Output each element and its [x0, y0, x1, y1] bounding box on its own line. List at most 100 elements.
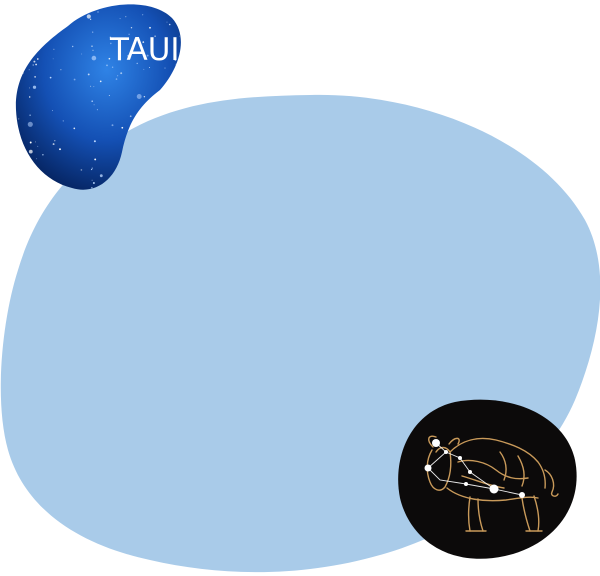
star-dot	[69, 6, 72, 9]
dark-disc	[398, 399, 577, 559]
star-dot	[94, 158, 97, 161]
star-dot	[27, 14, 29, 16]
star-dot	[26, 170, 29, 172]
star-dot	[86, 14, 91, 19]
star-dot	[37, 145, 39, 147]
star-dot	[27, 5, 29, 7]
star-dot	[92, 182, 95, 184]
star-dot	[29, 87, 31, 89]
star-dot	[129, 115, 132, 118]
star-dot	[99, 174, 103, 178]
star-dot	[142, 14, 144, 16]
constellation-lines	[427, 442, 523, 496]
star-dot	[91, 100, 93, 102]
star-dot	[34, 76, 36, 78]
star-dot	[14, 95, 15, 96]
star-dot	[93, 140, 96, 143]
star-dot	[92, 31, 94, 33]
star-dot	[73, 127, 76, 130]
star-dot	[41, 2, 43, 4]
star-dot	[22, 50, 25, 53]
star-dot	[32, 85, 37, 89]
star-dot	[59, 148, 61, 151]
star-dot	[52, 58, 54, 60]
star-dot	[29, 141, 32, 144]
star-dot	[26, 178, 29, 181]
star-dot	[71, 21, 73, 23]
star-dot	[119, 18, 121, 20]
star-dot	[91, 179, 93, 181]
star-dot	[176, 100, 178, 102]
star-dot	[60, 69, 62, 71]
star-dot	[166, 21, 168, 23]
star-dot	[110, 42, 112, 45]
star-dot	[136, 62, 138, 65]
star-dot	[127, 54, 130, 57]
constellation-stars	[424, 439, 525, 498]
star-dot	[149, 26, 151, 29]
star-dot	[109, 36, 111, 38]
star-dot	[96, 109, 98, 111]
star-dot	[165, 52, 167, 54]
star-dot	[93, 86, 95, 88]
star-dot	[87, 73, 90, 76]
star-dot	[164, 67, 166, 69]
star-dot	[42, 154, 44, 156]
star-dot	[91, 45, 93, 47]
star-dot	[120, 72, 123, 75]
star-dot	[28, 69, 30, 71]
star-dot	[30, 169, 32, 171]
star-dot	[55, 29, 58, 32]
star-dot	[54, 33, 56, 35]
star-dot	[17, 41, 20, 44]
star-dot	[125, 16, 127, 18]
star-dot	[73, 78, 76, 81]
star-dot	[168, 23, 171, 26]
star-dot	[108, 95, 110, 97]
star-dot	[54, 140, 56, 142]
star-dot	[179, 35, 181, 37]
star-dot	[18, 118, 20, 120]
star-dot	[91, 187, 93, 189]
star-dot	[32, 64, 34, 66]
star-dot	[99, 80, 102, 83]
star-dot	[33, 60, 36, 63]
star-dot	[29, 114, 31, 116]
star-dot	[93, 104, 95, 106]
star-dot	[178, 17, 180, 19]
star-dot	[35, 141, 37, 143]
star-dot	[15, 146, 17, 149]
star-dot	[53, 48, 55, 50]
star-dot	[52, 143, 55, 146]
star-dot	[136, 94, 142, 99]
star-dot	[28, 149, 33, 154]
star-dot	[36, 58, 39, 60]
star-dot	[106, 64, 108, 67]
star-dot	[91, 167, 94, 169]
star-dot	[30, 178, 33, 180]
star-dot	[89, 18, 92, 20]
star-dot	[15, 70, 16, 71]
star-dot	[49, 76, 52, 79]
star-dot	[28, 96, 31, 98]
star-dot	[28, 59, 30, 62]
star-dot	[62, 120, 64, 122]
star-dot	[36, 158, 38, 160]
star-dot	[128, 33, 130, 36]
star-dot	[91, 55, 97, 61]
star-dot	[117, 75, 119, 77]
star-dot	[168, 103, 170, 105]
star-dot	[72, 45, 74, 48]
star-dot	[111, 124, 114, 127]
star-dot	[80, 169, 83, 171]
star-dot	[81, 53, 83, 55]
taurus-constellation-icon	[398, 399, 577, 559]
star-dot	[27, 32, 30, 34]
star-dot	[14, 189, 15, 190]
star-dot	[111, 66, 114, 69]
star-dot	[108, 57, 111, 60]
star-dot	[92, 49, 94, 51]
star-dot	[115, 78, 118, 80]
star-dot	[175, 2, 176, 3]
title-text: TAUI	[109, 32, 180, 68]
